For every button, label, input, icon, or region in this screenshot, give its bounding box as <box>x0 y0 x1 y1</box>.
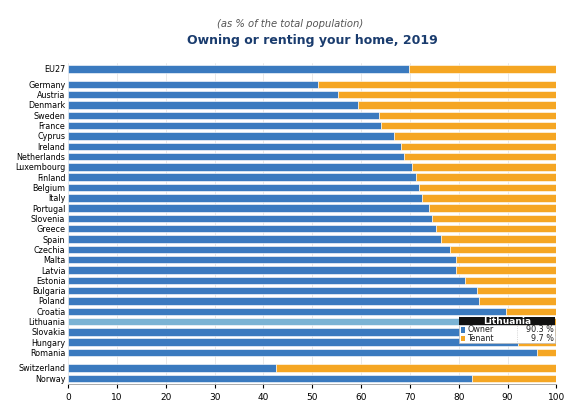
Bar <box>459 325 556 344</box>
Bar <box>276 364 556 372</box>
Bar <box>401 143 556 150</box>
Bar <box>68 91 338 98</box>
Text: 90.3 %: 90.3 % <box>526 325 554 334</box>
Bar <box>68 173 416 181</box>
Text: Tenant: Tenant <box>467 334 494 343</box>
Bar <box>68 256 456 264</box>
Bar <box>358 101 556 109</box>
Bar <box>412 163 556 171</box>
Bar <box>472 374 556 382</box>
Bar <box>68 318 509 325</box>
Bar <box>394 132 556 140</box>
Bar <box>409 65 556 73</box>
Bar <box>451 246 556 253</box>
Bar <box>68 297 479 305</box>
Bar <box>68 194 422 201</box>
Bar <box>68 374 472 382</box>
Bar <box>68 65 409 73</box>
Bar <box>68 153 404 160</box>
Bar <box>68 184 419 191</box>
Bar <box>68 276 465 284</box>
Bar <box>422 194 556 201</box>
Bar <box>381 122 556 129</box>
Bar <box>68 266 456 274</box>
Title: Owning or renting your home, 2019: Owning or renting your home, 2019 <box>187 34 437 47</box>
Bar <box>68 339 518 346</box>
Bar <box>68 328 517 336</box>
Bar <box>537 349 556 356</box>
Bar <box>517 328 556 336</box>
Bar <box>68 287 477 294</box>
Bar <box>465 276 556 284</box>
Bar <box>68 364 276 372</box>
Text: (as % of the total population): (as % of the total population) <box>217 19 363 29</box>
Bar <box>479 297 556 305</box>
Bar <box>477 287 556 294</box>
Bar <box>318 80 556 88</box>
Bar <box>379 112 556 119</box>
Bar <box>68 112 379 119</box>
Bar <box>68 235 441 243</box>
Bar <box>68 132 394 140</box>
Bar <box>68 246 451 253</box>
Bar <box>419 184 556 191</box>
Bar <box>68 101 358 109</box>
Text: Lithuania: Lithuania <box>483 317 531 326</box>
Bar <box>68 80 318 88</box>
Bar <box>456 266 556 274</box>
Bar <box>68 215 432 222</box>
Bar <box>416 173 556 181</box>
Bar <box>68 204 429 212</box>
Text: 9.7 %: 9.7 % <box>531 334 554 343</box>
Bar <box>461 327 465 333</box>
Bar <box>68 122 381 129</box>
Bar <box>506 308 556 315</box>
Bar <box>68 349 537 356</box>
Bar <box>68 225 436 232</box>
Bar <box>459 317 556 325</box>
Text: Owner: Owner <box>467 325 493 334</box>
Bar <box>436 225 556 232</box>
Bar <box>429 204 556 212</box>
Bar <box>518 339 556 346</box>
Bar <box>432 215 556 222</box>
Bar <box>404 153 556 160</box>
Bar <box>461 336 465 341</box>
Bar <box>68 308 506 315</box>
Bar <box>68 163 412 171</box>
Bar <box>68 143 401 150</box>
Bar <box>441 235 556 243</box>
Bar <box>509 318 556 325</box>
Bar <box>456 256 556 264</box>
Bar <box>338 91 556 98</box>
